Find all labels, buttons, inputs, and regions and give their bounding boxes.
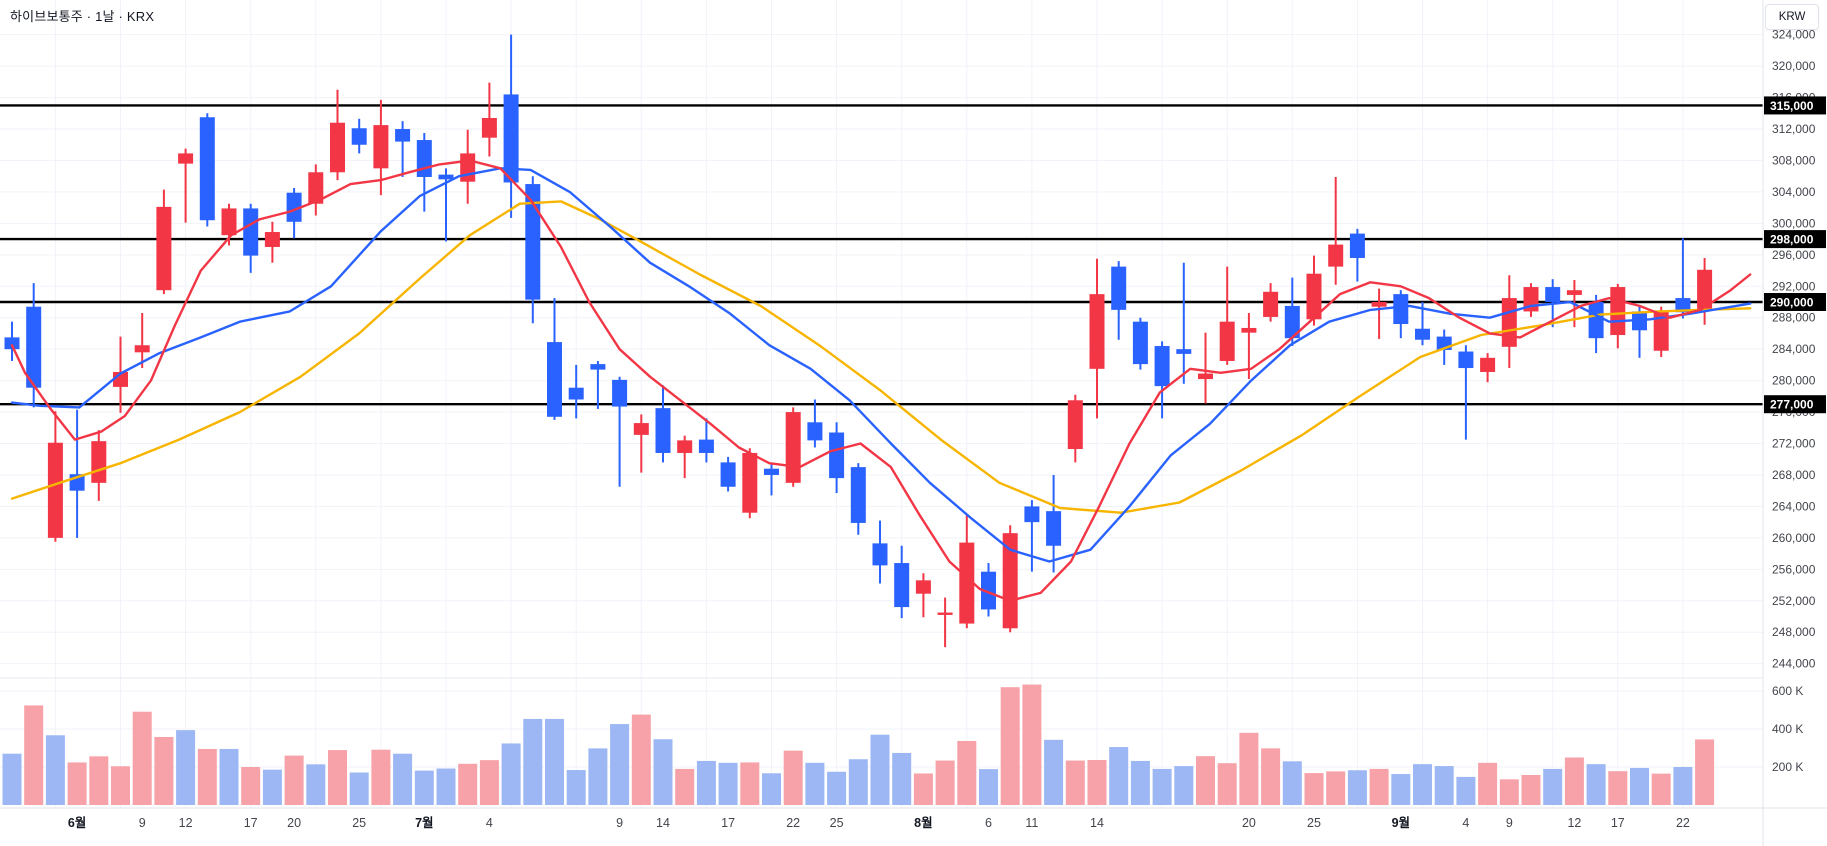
svg-text:9월: 9월 <box>1392 815 1410 830</box>
svg-text:308,000: 308,000 <box>1772 153 1816 167</box>
svg-text:9: 9 <box>139 816 146 830</box>
svg-text:4: 4 <box>1462 816 1469 830</box>
svg-text:400 K: 400 K <box>1772 722 1803 736</box>
svg-text:252,000: 252,000 <box>1772 594 1816 608</box>
svg-text:248,000: 248,000 <box>1772 625 1816 639</box>
svg-text:8월: 8월 <box>914 815 932 830</box>
price-axis[interactable]: 324,000320,000316,000312,000308,000304,0… <box>1772 28 1816 774</box>
svg-text:256,000: 256,000 <box>1772 562 1816 576</box>
svg-text:298,000: 298,000 <box>1770 233 1814 247</box>
svg-text:268,000: 268,000 <box>1772 468 1816 482</box>
svg-text:17: 17 <box>244 816 258 830</box>
svg-text:12: 12 <box>1567 816 1581 830</box>
svg-text:6: 6 <box>985 816 992 830</box>
svg-text:14: 14 <box>656 816 670 830</box>
svg-text:9: 9 <box>1506 816 1513 830</box>
svg-text:22: 22 <box>786 816 800 830</box>
svg-text:324,000: 324,000 <box>1772 28 1816 42</box>
svg-text:22: 22 <box>1676 816 1690 830</box>
svg-text:300,000: 300,000 <box>1772 216 1816 230</box>
svg-text:284,000: 284,000 <box>1772 342 1816 356</box>
level-lines[interactable] <box>0 104 1763 406</box>
volume-bars <box>2 684 1715 805</box>
svg-text:288,000: 288,000 <box>1772 311 1816 325</box>
svg-text:600 K: 600 K <box>1772 684 1803 698</box>
svg-text:260,000: 260,000 <box>1772 531 1816 545</box>
svg-text:25: 25 <box>352 816 366 830</box>
svg-text:20: 20 <box>1242 816 1256 830</box>
svg-text:320,000: 320,000 <box>1772 59 1816 73</box>
svg-text:20: 20 <box>287 816 301 830</box>
svg-text:290,000: 290,000 <box>1770 296 1814 310</box>
svg-text:7월: 7월 <box>415 815 433 830</box>
svg-text:12: 12 <box>179 816 193 830</box>
symbol-title: 하이브보통주 · 1날 · KRX <box>10 9 155 24</box>
level-price-badges: 315,000 298,000 290,000 277,000 <box>1764 96 1826 414</box>
svg-text:17: 17 <box>721 816 735 830</box>
svg-text:312,000: 312,000 <box>1772 122 1816 136</box>
svg-text:9: 9 <box>616 816 623 830</box>
svg-text:315,000: 315,000 <box>1770 99 1814 113</box>
currency-button[interactable]: KRW <box>1765 4 1819 30</box>
moving-average-lines <box>10 159 1752 602</box>
svg-text:4: 4 <box>486 816 493 830</box>
svg-text:11: 11 <box>1025 816 1038 830</box>
svg-text:296,000: 296,000 <box>1772 248 1816 262</box>
svg-text:277,000: 277,000 <box>1770 398 1814 412</box>
svg-text:17: 17 <box>1611 816 1625 830</box>
svg-text:14: 14 <box>1090 816 1104 830</box>
svg-text:272,000: 272,000 <box>1772 437 1816 451</box>
svg-text:304,000: 304,000 <box>1772 185 1816 199</box>
svg-text:292,000: 292,000 <box>1772 279 1816 293</box>
svg-text:6월: 6월 <box>68 815 86 830</box>
candles <box>4 34 1713 648</box>
svg-text:280,000: 280,000 <box>1772 374 1816 388</box>
svg-text:264,000: 264,000 <box>1772 499 1816 513</box>
svg-text:25: 25 <box>830 816 844 830</box>
svg-text:244,000: 244,000 <box>1772 657 1816 671</box>
time-axis[interactable]: 6월 9 12 17 20 25 7월 4 9 14 17 22 25 8월 6 11 14 20 25 9월 4 9 12… <box>68 815 1690 830</box>
svg-text:200 K: 200 K <box>1772 760 1803 774</box>
svg-text:25: 25 <box>1307 816 1321 830</box>
